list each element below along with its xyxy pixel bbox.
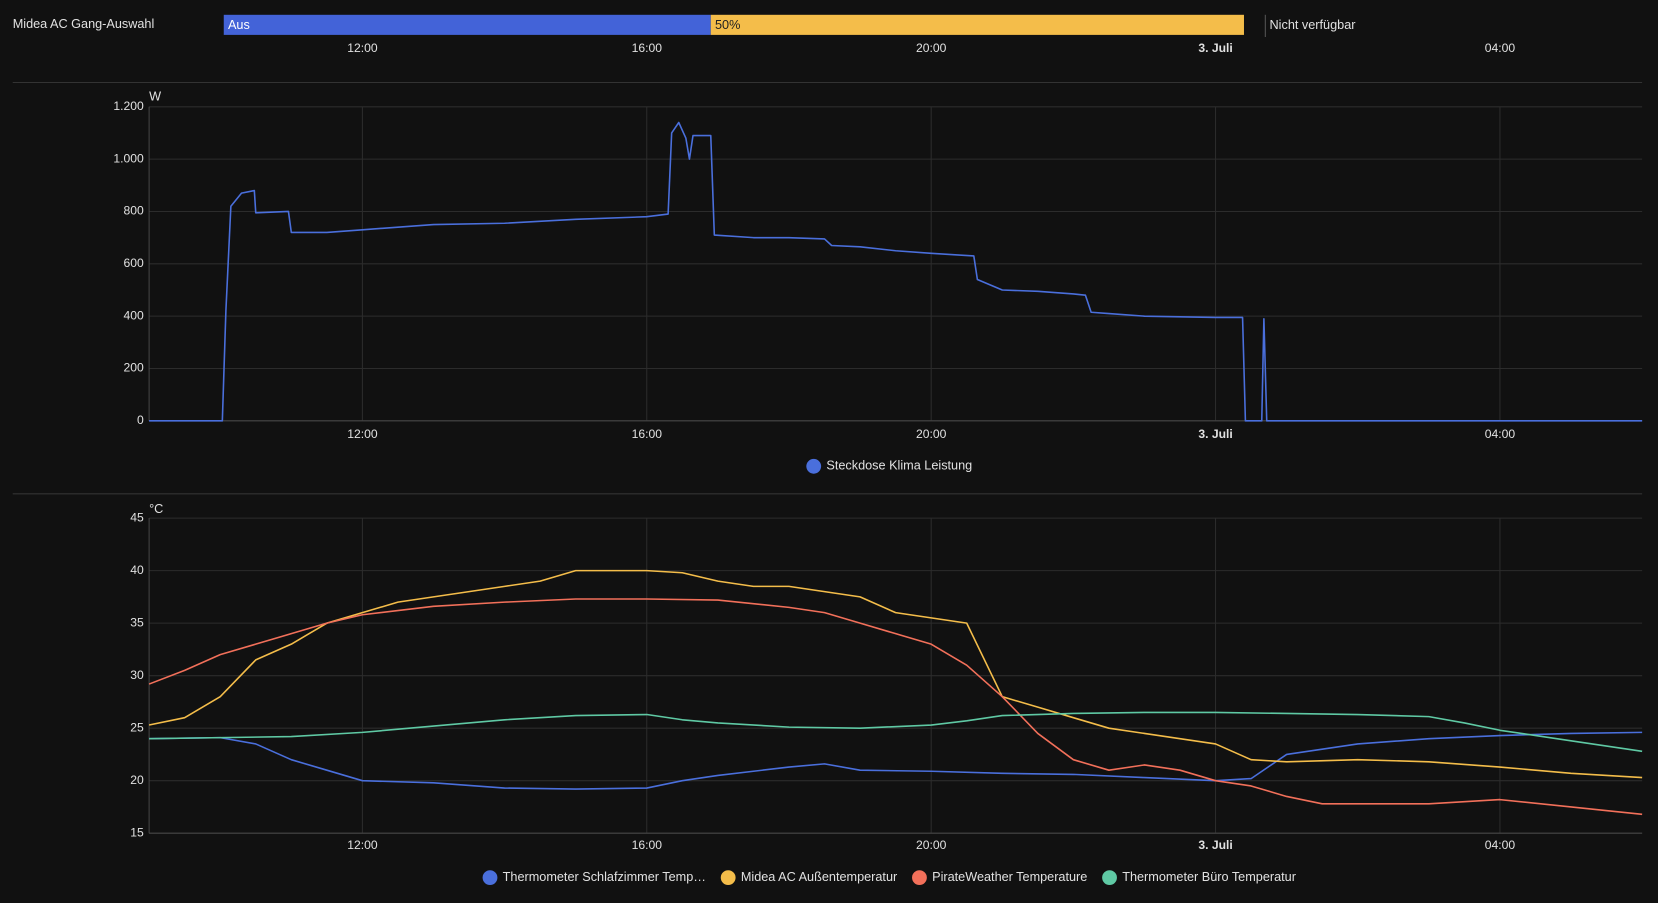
line-series	[148, 569, 1643, 779]
y-tick-label: 400	[124, 308, 145, 322]
legend-label: Midea AC Außentemperatur	[741, 870, 898, 884]
timeline-segment	[710, 14, 1244, 35]
legend-label: Steckdose Klima Leistung	[826, 459, 972, 473]
y-axis-unit: W	[149, 90, 161, 104]
line-series	[149, 121, 1643, 422]
legend-label: PirateWeather Temperature	[932, 870, 1087, 884]
line-series	[149, 731, 1643, 790]
x-tick-label: 12:00	[347, 41, 378, 55]
line-series	[148, 598, 1643, 816]
line-series	[149, 711, 1643, 753]
legend: Thermometer Schlafzimmer Temp… Midea AC A…	[482, 870, 1297, 886]
y-axis-unit: °C	[149, 502, 163, 516]
y-tick-label: 30	[130, 668, 144, 682]
y-tick-label: 45	[130, 510, 144, 524]
x-tick-label: 16:00	[632, 41, 663, 55]
x-tick-label: 16:00	[632, 838, 663, 852]
x-tick-label: 04:00	[1485, 427, 1516, 441]
y-tick-label: 1.200	[113, 99, 144, 113]
segment-label: 50%	[715, 18, 740, 32]
x-tick-label: 20:00	[916, 427, 947, 441]
x-tick-label: 04:00	[1485, 838, 1516, 852]
x-tick-label: 3. Juli	[1198, 427, 1232, 441]
x-tick-label: 16:00	[632, 427, 663, 441]
y-tick-label: 40	[130, 563, 144, 577]
x-tick-label: 3. Juli	[1198, 41, 1232, 55]
legend-item: Steckdose Klima Leistung	[806, 459, 972, 474]
segment-label: Aus	[228, 18, 250, 32]
x-tick-label: 04:00	[1485, 41, 1516, 55]
x-tick-label: 20:00	[916, 41, 947, 55]
legend-item: PirateWeather Temperature	[912, 870, 1087, 886]
timeline-segment	[223, 14, 711, 35]
legend-item: Thermometer Büro Temperatur	[1102, 870, 1297, 886]
legend-label: Thermometer Schlafzimmer Temp…	[503, 870, 706, 884]
y-tick-label: 25	[130, 720, 144, 734]
legend-swatch	[912, 870, 927, 886]
y-tick-label: 20	[130, 773, 144, 787]
segment-label: Nicht verfügbar	[1270, 18, 1357, 32]
legend-item: Thermometer Schlafzimmer Temp…	[482, 870, 706, 886]
timeline-label: Midea AC Gang-Auswahl	[13, 17, 155, 31]
legend-swatch	[806, 458, 822, 474]
y-tick-label: 35	[130, 615, 144, 629]
y-tick-label: 600	[124, 256, 145, 270]
y-tick-label: 0	[137, 413, 144, 427]
legend-swatch	[720, 870, 736, 886]
x-tick-label: 12:00	[347, 427, 378, 441]
legend: Steckdose Klima Leistung	[806, 459, 972, 474]
y-tick-label: 800	[124, 204, 145, 218]
x-tick-label: 3. Juli	[1198, 838, 1232, 852]
legend-swatch	[1102, 870, 1117, 886]
x-tick-label: 20:00	[916, 838, 947, 852]
legend-item: Midea AC Außentemperatur	[720, 870, 898, 886]
y-tick-label: 15	[130, 825, 144, 839]
y-tick-label: 1.000	[113, 151, 144, 165]
x-tick-label: 12:00	[347, 838, 378, 852]
y-tick-label: 200	[124, 361, 145, 375]
legend-swatch	[482, 870, 498, 886]
legend-label: Thermometer Büro Temperatur	[1122, 870, 1296, 884]
